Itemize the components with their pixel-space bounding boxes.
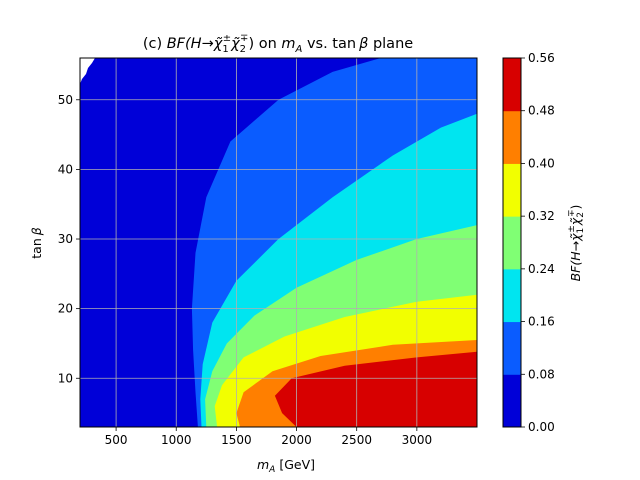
y-tick-label: 50 (58, 93, 73, 107)
colorbar-segment (503, 321, 521, 375)
colorbar-segment (503, 216, 521, 270)
x-tick-label: 500 (105, 433, 128, 447)
colorbar-tick-label: 0.40 (528, 156, 555, 170)
plot-area (80, 58, 477, 427)
y-tick-label: 20 (58, 302, 73, 316)
x-axis: 500 1000 1500 2000 2500 3000 (105, 427, 432, 447)
colorbar-tick-label: 0.24 (528, 262, 555, 276)
chart-title: (c) BF(H→χ̃1±χ̃2∓) on mA vs. tan β plane (143, 33, 413, 55)
y-tick-label: 40 (58, 162, 73, 176)
y-tick-label: 10 (58, 371, 73, 385)
y-axis-label: tanβ (29, 227, 44, 258)
y-tick-label: 30 (58, 232, 73, 246)
colorbar: 0.00 0.08 0.16 0.24 0.32 0.40 0.48 0.56 (503, 51, 555, 434)
colorbar-segment (503, 268, 521, 323)
x-axis-label: mA [GeV] (257, 457, 315, 475)
colorbar-segment (503, 163, 521, 217)
colorbar-segment (503, 374, 521, 428)
white-corner-region (80, 58, 95, 84)
x-tick-label: 1000 (161, 433, 192, 447)
colorbar-segment (503, 110, 521, 164)
colorbar-tick-label: 0.00 (528, 420, 555, 434)
colorbar-tick-label: 0.48 (528, 104, 555, 118)
contour-band-6 (274, 351, 477, 427)
plot-frame (79, 57, 478, 428)
colorbar-tick-label: 0.56 (528, 51, 555, 65)
colorbar-tick-label: 0.32 (528, 209, 555, 223)
colorbar-tick-label: 0.16 (528, 315, 555, 329)
colorbar-segment (503, 58, 521, 112)
y-axis: 10 20 30 40 50 (58, 93, 80, 385)
colorbar-label: BF(H→χ̃1±χ̃2∓) (567, 205, 586, 282)
x-tick-label: 3000 (402, 433, 433, 447)
x-tick-label: 2500 (341, 433, 372, 447)
x-tick-label: 1500 (221, 433, 252, 447)
colorbar-frame (502, 57, 522, 428)
x-tick-label: 2000 (281, 433, 312, 447)
colorbar-tick-label: 0.08 (528, 367, 555, 381)
